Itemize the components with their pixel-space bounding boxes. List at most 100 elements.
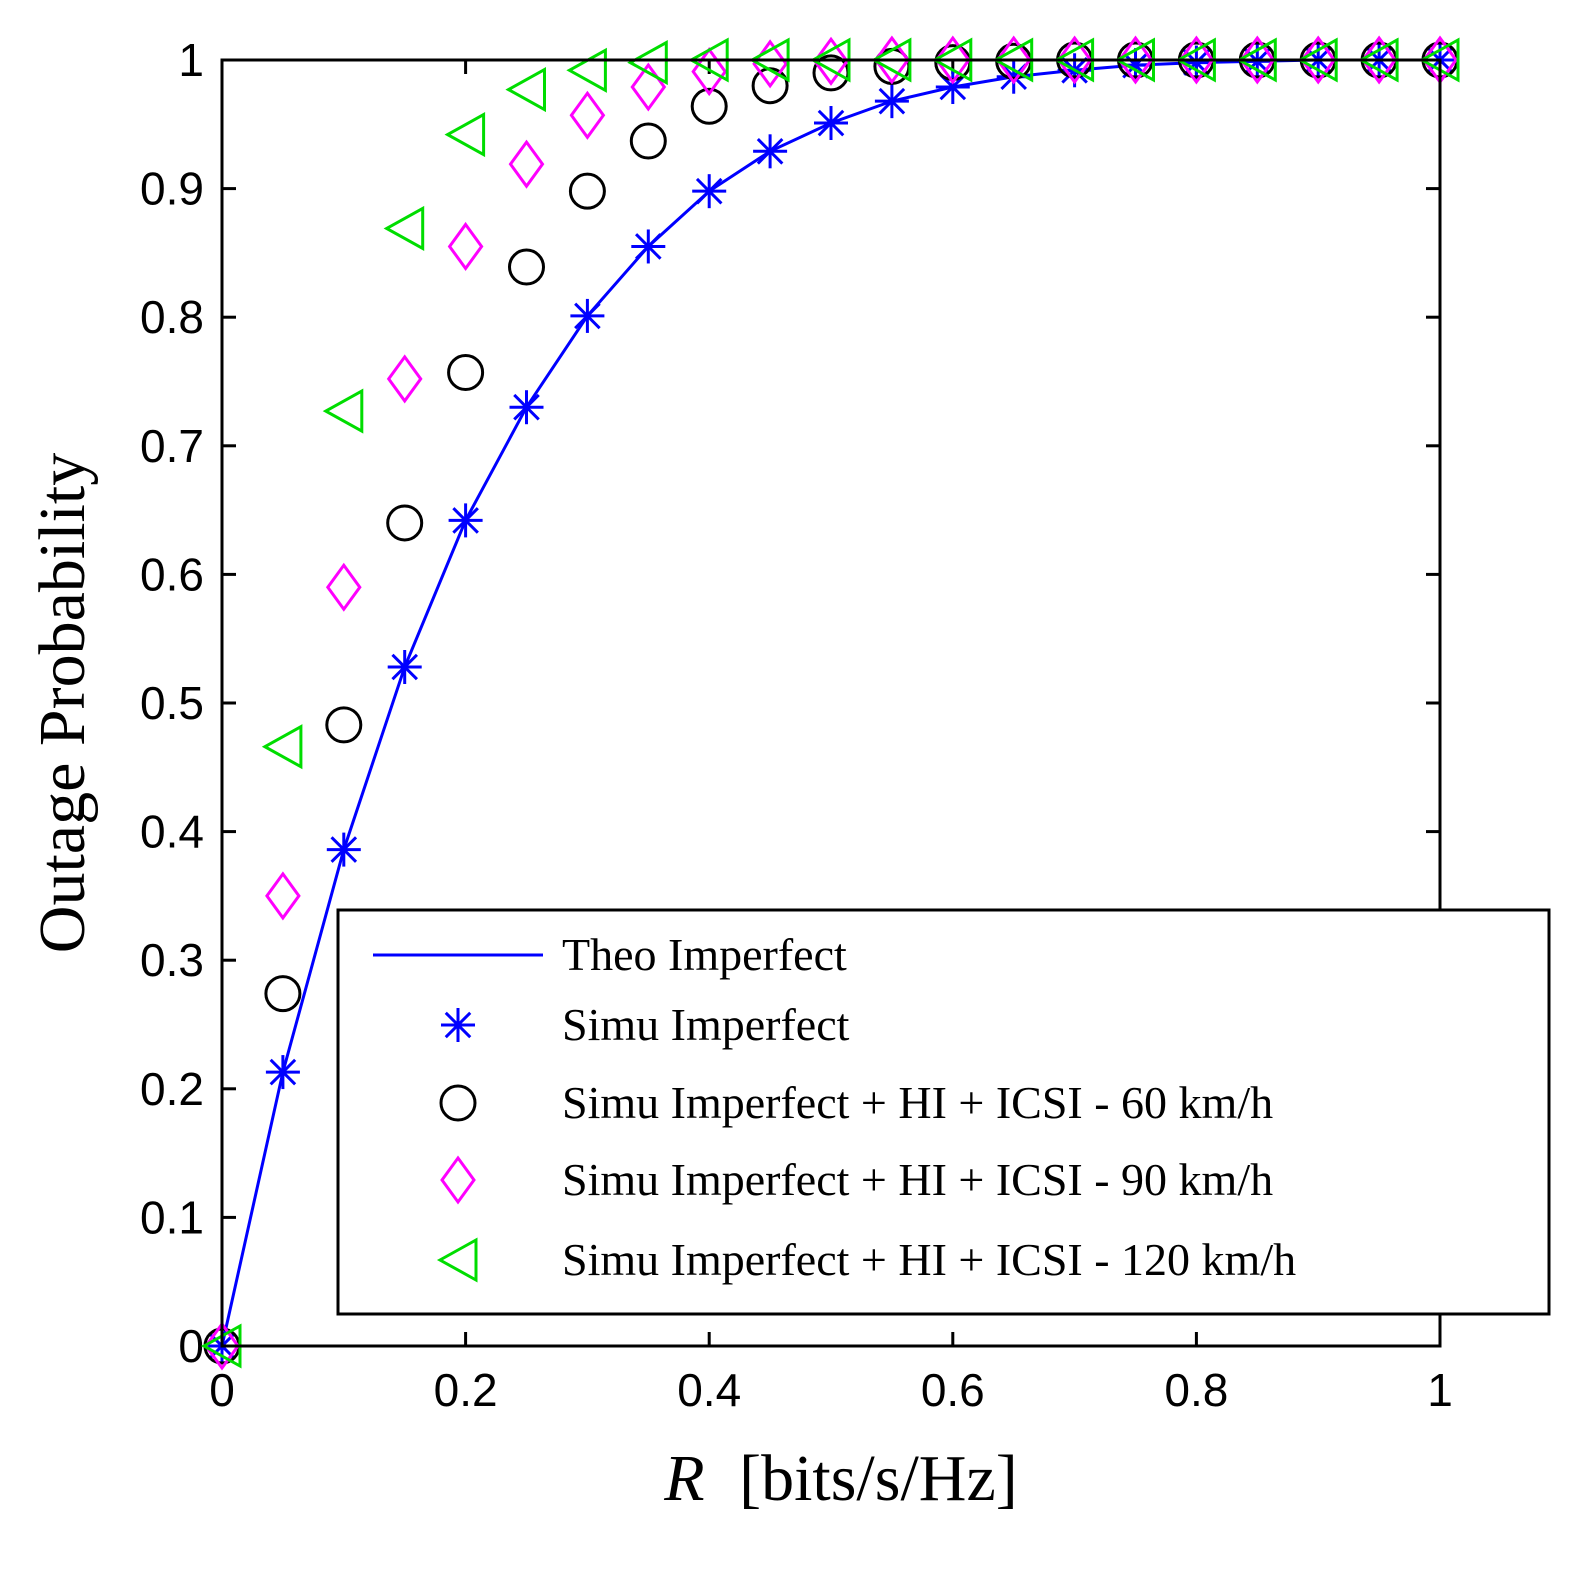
legend-label: Simu Imperfect: [562, 999, 850, 1050]
asterisk-stroke: [391, 653, 419, 681]
legend-entry: Simu Imperfect + HI + ICSI - 90 km/h: [440, 1154, 1273, 1205]
legend-marker-sample: [441, 1008, 475, 1042]
data-point: [448, 503, 483, 538]
x-axis-title: R [bits/s/Hz]: [663, 1442, 1017, 1515]
data-point: [1117, 35, 1154, 85]
diamond-shape: [1361, 35, 1397, 85]
diamond-shape: [874, 35, 910, 85]
data-point: [934, 35, 971, 85]
circle-shape: [325, 706, 363, 744]
diamond-shape: [1300, 35, 1337, 85]
data-point: [265, 1055, 300, 1090]
legend-label: Theo Imperfect: [562, 929, 847, 980]
y-tick-label: 1: [178, 34, 204, 86]
diamond-shape: [508, 139, 545, 189]
data-point: [874, 35, 910, 85]
circle-shape: [690, 87, 728, 125]
triangle-shape: [261, 724, 303, 770]
data-point: [325, 562, 362, 612]
data-point: [325, 706, 363, 744]
axes-box: [220, 58, 1442, 1348]
data-point: [692, 174, 727, 209]
asterisk-stroke: [574, 302, 601, 330]
circle-shape: [264, 975, 302, 1013]
legend-label: Simu Imperfect + HI + ICSI - 60 km/h: [562, 1077, 1273, 1128]
circle-shape: [568, 172, 606, 210]
x-tick-label: 1: [1427, 1364, 1453, 1416]
data-point: [629, 122, 667, 160]
data-point: [813, 36, 849, 86]
circle-shape: [386, 504, 424, 542]
data-point: [995, 35, 1032, 85]
data-point: [322, 388, 364, 434]
asterisk-stroke: [513, 393, 540, 421]
x-axis-unit: [bits/s/Hz]: [739, 1442, 1018, 1515]
asterisk-stroke: [817, 109, 845, 137]
circle-shape: [508, 248, 545, 286]
triangle-shape: [322, 388, 364, 434]
data-point: [505, 67, 546, 113]
asterisk-stroke: [330, 836, 358, 863]
data-point: [261, 724, 303, 770]
asterisk-stroke: [444, 1011, 472, 1039]
diamond-shape: [569, 90, 606, 140]
data-point: [631, 229, 666, 264]
y-tick-label: 0.6: [140, 548, 204, 600]
diamond-shape: [440, 1155, 476, 1205]
circle-shape: [629, 122, 667, 160]
diamond-shape: [386, 354, 423, 404]
y-tick-label: 0: [178, 1320, 204, 1372]
triangle-shape: [436, 1237, 478, 1283]
data-point: [387, 649, 422, 684]
triangle-shape: [505, 67, 546, 113]
x-tick-label: 0.2: [434, 1364, 498, 1416]
diamond-shape: [204, 1321, 240, 1371]
diamond-shape: [265, 871, 301, 921]
asterisk-stroke: [756, 138, 784, 165]
diamond-shape: [995, 35, 1032, 85]
data-point: [568, 172, 606, 210]
triangle-shape: [444, 112, 486, 158]
data-point: [386, 354, 423, 404]
data-point: [265, 871, 301, 921]
legend-entry: Simu Imperfect + HI + ICSI - 120 km/h: [436, 1234, 1296, 1285]
data-point: [444, 112, 486, 158]
y-tick-label: 0.1: [140, 1191, 204, 1243]
data-point: [509, 390, 544, 425]
data-point: [814, 106, 848, 141]
legend: Theo Imperfect Simu Imperfect Simu Imperfe…: [336, 908, 1551, 1316]
legend-entry: Theo Imperfect: [373, 929, 847, 980]
diamond-shape: [1178, 35, 1215, 85]
legend-marker-sample: [439, 1084, 477, 1122]
data-point: [627, 40, 668, 86]
diamond-shape: [934, 35, 971, 85]
diamond-shape: [1239, 35, 1276, 85]
triangle-shape: [627, 40, 668, 86]
axis-ticks: 0 0.2 0.4 0.6 0.8 1 0 0.1 0.2 0.3 0.4 0.5 0.6 0.7 0.8 0…: [140, 34, 1453, 1416]
y-tick-label: 0.7: [140, 420, 204, 472]
legend-marker-sample: [436, 1237, 478, 1283]
data-point: [874, 84, 909, 119]
data-point: [447, 353, 485, 391]
data-point: [1361, 35, 1397, 85]
asterisk-stroke: [878, 87, 906, 115]
x-tick-label: 0.8: [1164, 1364, 1228, 1416]
y-tick-label: 0.3: [140, 934, 204, 986]
data-point: [508, 248, 545, 286]
x-axis-variable: R: [663, 1442, 704, 1515]
data-point: [508, 139, 545, 189]
diamond-shape: [1117, 35, 1154, 85]
legend-label: Simu Imperfect + HI + ICSI - 90 km/h: [562, 1154, 1273, 1205]
data-point: [386, 504, 424, 542]
y-axis-title: Outage Probability: [26, 453, 99, 953]
data-point: [326, 832, 361, 867]
legend-box: [336, 908, 1551, 1316]
x-tick-label: 0: [209, 1364, 235, 1416]
asterisk-stroke: [269, 1058, 297, 1086]
legend-marker-sample: [440, 1155, 476, 1205]
data-point: [1056, 35, 1093, 85]
diamond-shape: [1056, 35, 1093, 85]
data-point: [264, 975, 302, 1013]
legend-entry: Simu Imperfect + HI + ICSI - 60 km/h: [439, 1077, 1273, 1128]
